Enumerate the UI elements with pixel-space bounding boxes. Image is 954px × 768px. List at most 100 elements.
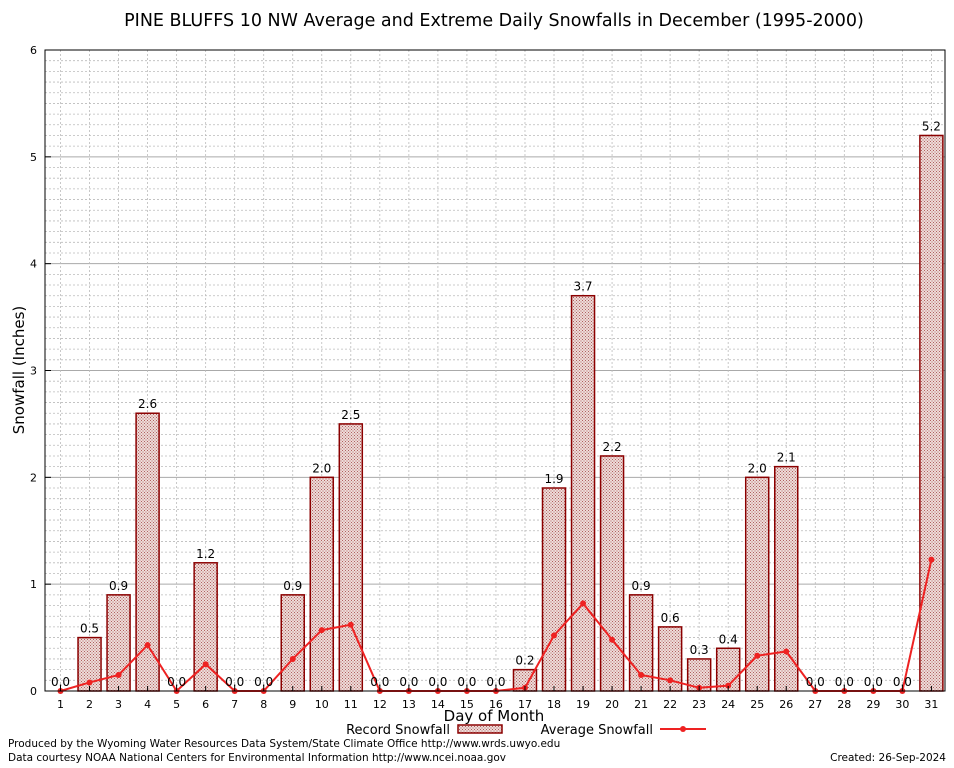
x-tick-label: 7 [231,698,238,711]
bar-value-label: 2.0 [748,461,767,475]
x-tick-label: 27 [808,698,822,711]
record-bar [338,423,364,692]
average-point [551,632,558,639]
bar-value-label: 0.0 [399,675,418,689]
bar-value-label: 0.0 [486,675,505,689]
x-tick-label: 28 [837,698,851,711]
bar-value-label: 2.0 [312,461,331,475]
average-point [347,621,354,628]
bar-value-label: 0.0 [835,675,854,689]
bar-value-label: 0.0 [51,675,70,689]
grid-lines [45,50,945,691]
bar-value-label: 0.0 [864,675,883,689]
x-tick-label: 31 [924,698,938,711]
x-tick-label: 12 [373,698,387,711]
x-tick-label: 3 [115,698,122,711]
record-bar [309,476,335,692]
x-tick-label: 1 [57,698,64,711]
record-bar [774,465,799,692]
average-point [725,682,732,689]
average-point [754,652,761,659]
bar-value-label: 0.0 [457,675,476,689]
average-point [86,679,93,686]
bar-value-label: 0.0 [370,675,389,689]
y-tick-label: 6 [30,44,37,57]
x-tick-label: 29 [866,698,880,711]
x-tick-label: 6 [202,698,209,711]
bar-value-label: 0.0 [167,675,186,689]
credit-producer: Produced by the Wyoming Water Resources … [8,738,561,750]
y-tick-label: 4 [30,258,37,271]
bar-value-label: 0.4 [719,632,738,646]
x-tick-label: 18 [547,698,561,711]
bar-value-label: 2.6 [138,397,157,411]
chart-title: PINE BLUFFS 10 NW Average and Extreme Da… [124,11,864,31]
average-point [609,636,616,643]
bar-value-label: 0.9 [632,579,651,593]
x-tick-label: 5 [173,698,180,711]
y-tick-label: 2 [30,471,37,484]
average-point [202,661,209,668]
bar-value-label: 0.5 [80,622,99,636]
bar-value-label: 0.0 [806,675,825,689]
record-bar [599,455,625,692]
average-point [638,671,645,678]
bar-value-label: 0.0 [428,675,447,689]
x-tick-label: 13 [402,698,416,711]
x-tick-label: 16 [489,698,503,711]
bar-value-labels: 0.0 0.5 0.9 2.6 0.0 1.2 0.0 0.0 0.9 2.0 2.5 0.0 0.0 0… [51,119,941,689]
record-bar [919,134,944,692]
x-tick-label: 26 [779,698,793,711]
average-point [318,627,325,634]
bar-value-label: 0.0 [225,675,244,689]
x-tick-label: 23 [692,698,706,711]
record-bar [541,487,567,692]
legend: Record Snowfall Average Snowfall [346,723,706,738]
y-axis-label: Snowfall (Inches) [10,306,28,434]
bar-value-label: 0.6 [661,611,680,625]
x-tick-label: 22 [663,698,677,711]
x-tick-label: 24 [721,698,735,711]
record-bar [744,476,770,692]
average-point [144,642,151,649]
bar-value-label: 0.0 [893,675,912,689]
x-tick-label: 19 [576,698,590,711]
y-tick-label: 3 [30,365,37,378]
bar-value-label: 0.9 [283,579,302,593]
x-tick-label: 14 [431,698,445,711]
x-tick-label: 20 [605,698,619,711]
y-tick-label: 1 [30,578,37,591]
x-tick-label: 4 [144,698,151,711]
bar-value-label: 0.9 [109,579,128,593]
x-tick-label: 30 [895,698,909,711]
x-tick-label: 11 [344,698,358,711]
average-point [580,600,587,607]
x-tick-label: 2 [86,698,93,711]
y-tick-label: 5 [30,151,37,164]
bar-value-label: 2.5 [341,408,360,422]
average-point [783,648,790,655]
bar-value-label: 2.1 [777,451,796,465]
legend-average-label: Average Snowfall [541,723,653,738]
x-tick-label: 15 [460,698,474,711]
bar-value-label: 5.2 [922,119,941,133]
x-tick-label: 17 [518,698,532,711]
credit-data-source: Data courtesy NOAA National Centers for … [8,752,507,764]
record-bar [135,412,160,692]
y-tick-label: 0 [30,685,37,698]
legend-record-swatch [457,724,503,734]
legend-average-marker [680,726,686,732]
x-tick-label: 25 [750,698,764,711]
average-point [289,655,296,662]
record-bar [280,594,305,692]
x-tick-label: 10 [315,698,329,711]
bar-value-label: 2.2 [603,440,622,454]
x-axis-label: Day of Month [444,707,545,725]
x-tick-label: 21 [634,698,648,711]
bar-value-label: 0.3 [690,643,709,657]
created-date: Created: 26-Sep-2024 [830,752,946,764]
average-point [667,677,674,684]
x-tick-label: 9 [289,698,296,711]
